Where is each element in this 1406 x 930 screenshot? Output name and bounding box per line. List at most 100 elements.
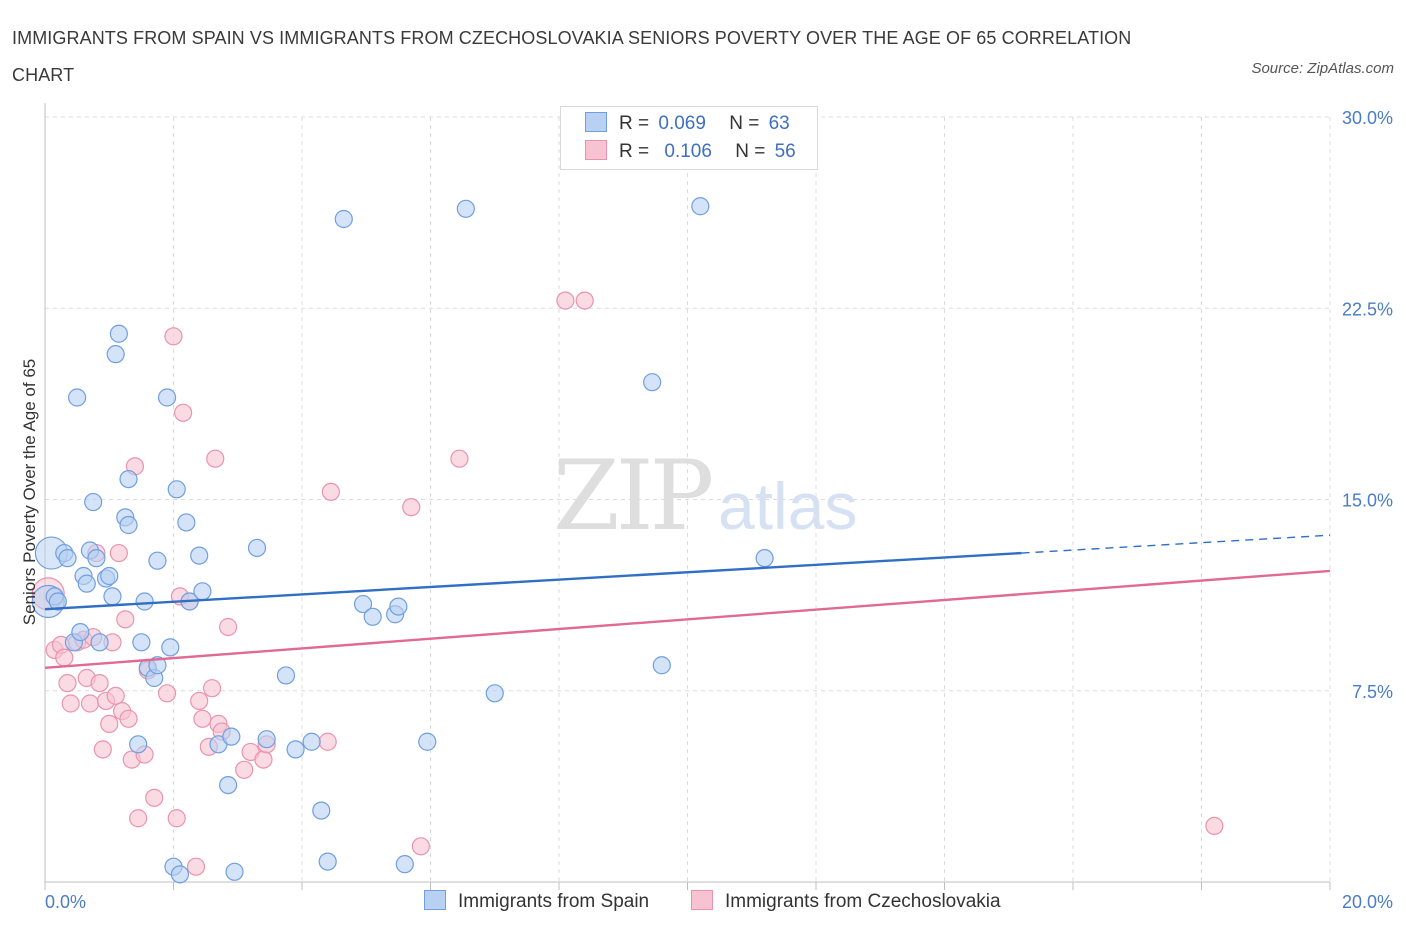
spain-point-59 [643,373,662,392]
legend-row-czech: R = 0.106 N = 56 [585,139,796,165]
spain-point-10 [77,574,96,593]
czech-point-24 [129,809,148,828]
spain-point-7 [68,388,87,407]
chart-title: IMMIGRANTS FROM SPAIN VS IMMIGRANTS FROM… [12,28,1132,85]
legend-item-czech[interactable]: Immigrants from Czechoslovakia [691,888,1001,916]
czech-point-43 [235,760,254,779]
czech-point-30 [167,809,186,828]
czech-swatch [585,140,607,160]
spain-n-label: N = [729,113,760,134]
spain-point-37 [190,546,209,565]
spain-point-12 [84,492,103,512]
czech-point-3 [55,648,74,667]
legend-item-spain[interactable]: Immigrants from Spain [424,888,649,916]
czech-trend-line [44,569,1331,669]
czech-point-4 [58,673,77,693]
czech-point-29 [164,327,183,346]
x-tick-label-min: 0.0% [45,892,86,912]
y-axis-label: Seniors Poverty Over the Age of 65 [20,359,39,625]
watermark-atlas: atlas [718,469,858,543]
spain-point-57 [456,199,475,218]
spain-point-54 [389,597,408,616]
spain-point-62 [755,549,774,568]
czech-r-value: 0.106 [664,141,712,162]
czech-point-17 [106,686,125,705]
czech-point-54 [1205,816,1224,836]
axes [44,103,1331,890]
spain-point-43 [247,538,267,558]
spain-point-24 [132,633,151,652]
spain-trend-extension [1021,534,1331,554]
spain-point-14 [90,633,109,652]
spain-n-value: 63 [768,113,790,134]
spain-point-33 [167,480,186,499]
czech-point-12 [90,673,109,693]
czech-point-35 [190,691,209,711]
czech-point-18 [109,543,128,563]
spain-point-23 [129,735,148,754]
spain-points [31,197,774,884]
spain-point-55 [395,855,414,874]
trend-lines [44,534,1331,669]
spain-point-47 [302,732,321,751]
czech-point-15 [100,714,119,734]
czech-point-49 [402,498,421,517]
czech-point-45 [254,750,273,769]
spain-point-3 [48,592,67,611]
czech-r-label: R = [619,141,650,162]
y-tick-label-3: 30.0% [1342,108,1393,128]
czech-n-label: N = [735,141,766,162]
spain-point-52 [363,607,382,626]
czech-point-42 [219,617,238,637]
spain-point-31 [161,638,180,657]
czech-point-36 [193,709,212,728]
spain-point-25 [135,592,154,611]
series-legend: Immigrants from Spain Immigrants from Cz… [0,888,1406,918]
czech-point-34 [186,857,206,876]
spain-point-19 [109,324,128,343]
legend-row-spain: R = 0.069 N = 63 [585,111,790,137]
spain-point-34 [170,865,190,884]
legend-spain-label: Immigrants from Spain [458,891,650,912]
czech-point-20 [116,610,135,629]
spain-r-label: R = [619,113,650,134]
spain-point-48 [312,801,331,820]
spain-point-13 [87,549,106,568]
spain-legend-swatch [424,890,446,910]
czech-point-48 [321,482,341,501]
czech-point-52 [556,291,575,310]
czech-point-21 [119,709,138,728]
spain-point-17 [103,587,122,606]
czech-point-38 [202,679,222,698]
tick-labels: 7.5% 15.0% 22.5% 30.0% 0.0% 20.0% [45,108,1393,912]
spain-point-41 [222,727,241,746]
spain-point-22 [119,515,138,535]
spain-point-42 [225,862,244,881]
legend-czech-label: Immigrants from Czechoslovakia [725,891,1001,912]
czech-points [31,291,1224,876]
spain-point-5 [58,549,77,568]
source-label: Source: ZipAtlas.com [1251,60,1394,77]
spain-point-29 [148,656,167,675]
czech-legend-swatch [691,890,713,910]
czech-point-39 [206,449,225,468]
spain-point-21 [119,470,138,489]
czech-point-51 [450,449,469,468]
y-tick-label-2: 22.5% [1342,299,1393,319]
correlation-legend: R = 0.069 N = 63 R = 0.106 N = 56 [560,106,818,170]
spain-trend-line [44,551,1022,611]
spain-point-18 [106,345,125,364]
czech-point-28 [157,684,177,703]
spain-r-value: 0.069 [658,113,706,134]
czech-point-32 [174,403,193,422]
spain-point-38 [193,582,212,601]
czech-point-50 [411,837,430,856]
spain-point-16 [100,566,119,586]
spain-point-56 [418,732,437,751]
x-tick-label-max: 20.0% [1342,892,1393,912]
czech-point-13 [93,740,112,759]
spain-point-51 [353,594,373,614]
czech-point-9 [80,694,100,713]
czech-point-27 [145,788,164,807]
